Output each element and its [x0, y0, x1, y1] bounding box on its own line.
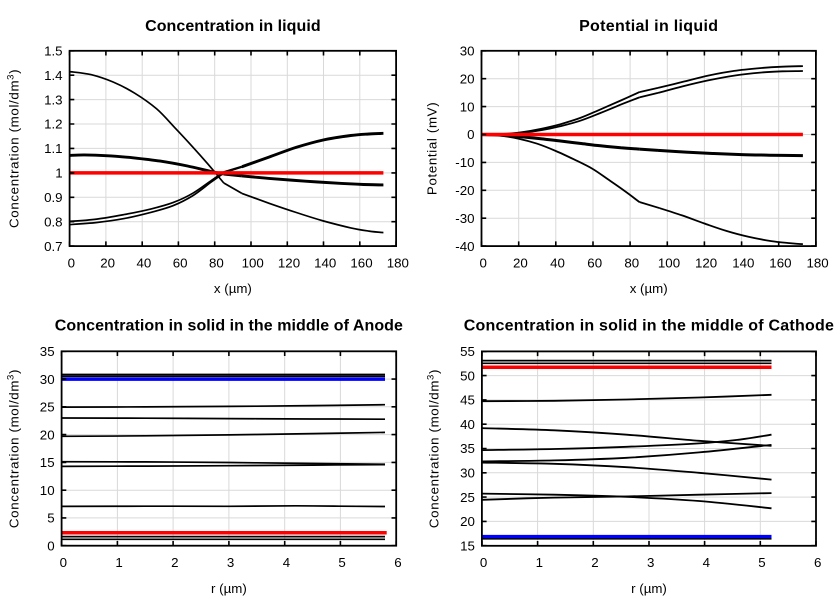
- svg-text:120: 120: [695, 256, 717, 271]
- svg-text:160: 160: [350, 256, 372, 271]
- svg-text:6: 6: [394, 555, 401, 570]
- svg-text:140: 140: [732, 256, 754, 271]
- svg-text:160: 160: [769, 256, 791, 271]
- svg-text:1.4: 1.4: [44, 68, 63, 83]
- svg-text:20: 20: [100, 256, 115, 271]
- svg-text:0.7: 0.7: [44, 239, 63, 254]
- svg-text:80: 80: [209, 256, 224, 271]
- svg-text:1: 1: [55, 166, 62, 181]
- svg-text:10: 10: [460, 99, 475, 114]
- svg-text:r (µm): r (µm): [631, 581, 667, 596]
- svg-text:25: 25: [40, 400, 55, 415]
- svg-text:Concentration in liquid: Concentration in liquid: [145, 18, 321, 35]
- svg-text:0.9: 0.9: [44, 190, 63, 205]
- svg-text:0: 0: [467, 127, 474, 142]
- svg-text:Potential (mV): Potential (mV): [425, 102, 440, 195]
- svg-text:Concentration (mol/dm3): Concentration (mol/dm3): [6, 69, 22, 228]
- svg-text:20: 20: [460, 514, 475, 529]
- svg-text:4: 4: [703, 555, 710, 570]
- svg-text:40: 40: [137, 256, 152, 271]
- svg-text:x (µm): x (µm): [630, 281, 668, 296]
- svg-text:5: 5: [338, 555, 345, 570]
- svg-text:2: 2: [171, 555, 178, 570]
- svg-text:20: 20: [460, 71, 475, 86]
- svg-text:0: 0: [47, 538, 54, 553]
- svg-text:180: 180: [387, 256, 409, 271]
- svg-text:-10: -10: [455, 155, 474, 170]
- svg-text:5: 5: [758, 555, 765, 570]
- svg-text:Concentration (mol/dm3): Concentration (mol/dm3): [426, 369, 442, 528]
- svg-text:15: 15: [460, 538, 475, 553]
- svg-text:Potential in liquid: Potential in liquid: [579, 18, 718, 35]
- svg-text:0: 0: [480, 555, 487, 570]
- svg-text:60: 60: [173, 256, 188, 271]
- svg-text:1: 1: [115, 555, 122, 570]
- svg-text:4: 4: [283, 555, 290, 570]
- svg-text:r (µm): r (µm): [211, 581, 247, 596]
- svg-text:0: 0: [68, 256, 75, 271]
- svg-text:Concentration in solid in the: Concentration in solid in the middle of …: [55, 318, 403, 335]
- svg-text:0.8: 0.8: [44, 214, 63, 229]
- svg-text:100: 100: [658, 256, 680, 271]
- svg-text:1.1: 1.1: [44, 141, 63, 156]
- svg-text:Concentration in solid in the: Concentration in solid in the middle of …: [464, 318, 834, 335]
- svg-text:0: 0: [479, 256, 486, 271]
- svg-text:20: 20: [40, 427, 55, 442]
- svg-text:5: 5: [47, 511, 54, 526]
- svg-text:30: 30: [460, 466, 475, 481]
- svg-text:40: 40: [550, 256, 565, 271]
- svg-text:35: 35: [460, 441, 475, 456]
- svg-text:140: 140: [314, 256, 336, 271]
- svg-text:-40: -40: [455, 239, 474, 254]
- svg-text:-30: -30: [455, 211, 474, 226]
- svg-text:15: 15: [40, 455, 55, 470]
- svg-text:1: 1: [536, 555, 543, 570]
- svg-text:50: 50: [460, 368, 475, 383]
- svg-text:6: 6: [814, 555, 821, 570]
- svg-text:2: 2: [591, 555, 598, 570]
- svg-text:180: 180: [807, 256, 829, 271]
- svg-text:1.2: 1.2: [44, 117, 63, 132]
- svg-text:x (µm): x (µm): [214, 281, 252, 296]
- svg-text:60: 60: [587, 256, 602, 271]
- svg-text:35: 35: [40, 344, 55, 359]
- svg-text:3: 3: [647, 555, 654, 570]
- svg-text:45: 45: [460, 393, 475, 408]
- svg-text:0: 0: [60, 555, 67, 570]
- svg-text:Concentration (mol/dm3): Concentration (mol/dm3): [6, 369, 22, 528]
- svg-text:100: 100: [242, 256, 264, 271]
- svg-text:1.3: 1.3: [44, 92, 63, 107]
- svg-text:40: 40: [460, 417, 475, 432]
- svg-text:3: 3: [227, 555, 234, 570]
- svg-text:-20: -20: [455, 183, 474, 198]
- svg-text:120: 120: [278, 256, 300, 271]
- svg-text:25: 25: [460, 490, 475, 505]
- svg-text:20: 20: [513, 256, 528, 271]
- svg-text:1.5: 1.5: [44, 44, 63, 59]
- svg-text:55: 55: [460, 344, 475, 359]
- svg-text:10: 10: [40, 483, 55, 498]
- svg-text:30: 30: [40, 372, 55, 387]
- svg-text:30: 30: [460, 44, 475, 59]
- svg-text:80: 80: [624, 256, 639, 271]
